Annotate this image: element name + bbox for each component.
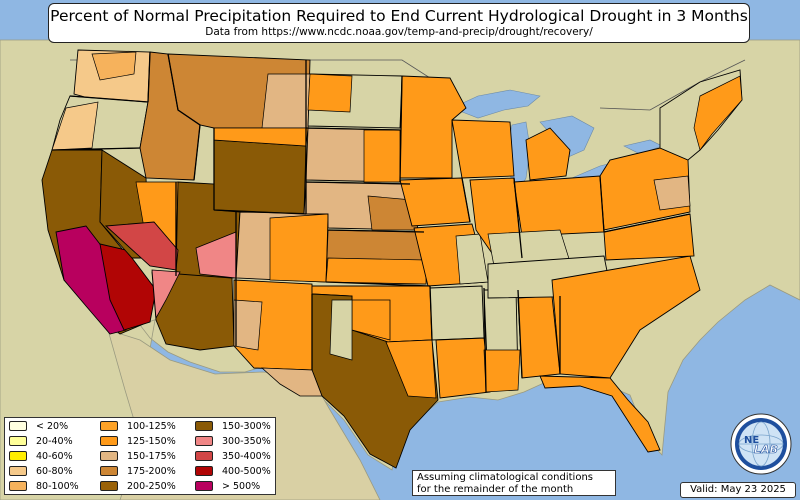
region-texas-east	[385, 339, 437, 399]
region-wisconsin	[451, 119, 515, 179]
region-arizona-west	[151, 269, 181, 320]
legend-item: 60-80%	[9, 465, 73, 478]
legend-label: 400-500%	[222, 466, 271, 477]
title-box: Percent of Normal Precipitation Required…	[48, 3, 750, 43]
assumption-note: Assuming climatological conditions for t…	[412, 470, 616, 496]
region-kansas-south	[325, 257, 427, 285]
logo-text-ne: NE	[744, 435, 759, 446]
legend-item: 175-200%	[100, 465, 176, 478]
region-utah-south	[104, 221, 179, 271]
region-louisiana	[435, 337, 491, 399]
legend-label: 150-300%	[222, 421, 271, 432]
legend-swatch	[195, 420, 213, 431]
legend-swatch	[100, 420, 118, 431]
region-new-mexico-west	[233, 299, 263, 351]
legend-swatch	[100, 480, 118, 491]
legend-swatch	[100, 465, 118, 476]
legend-label: 20-40%	[36, 436, 73, 447]
logo-text-lab: LAB	[754, 443, 778, 456]
region-mississippi-south	[483, 349, 521, 393]
region-michigan	[525, 127, 571, 181]
assumption-note-line1: Assuming climatological conditions	[417, 472, 593, 483]
legend-label: 60-80%	[36, 466, 73, 477]
legend-swatch	[9, 420, 27, 431]
region-texas-central	[329, 299, 353, 361]
legend-swatch	[9, 465, 27, 476]
region-alabama	[517, 295, 561, 379]
legend-label: 80-100%	[36, 481, 79, 492]
region-new-england-coast	[693, 75, 743, 151]
legend-swatch	[9, 435, 27, 446]
legend-item: 400-500%	[195, 465, 271, 478]
region-texas-west	[260, 367, 323, 397]
legend-item: 350-400%	[195, 450, 271, 463]
map-subtitle: Data from https://www.ncdc.noaa.gov/temp…	[205, 26, 593, 38]
assumption-note-line2: for the remainder of the month	[417, 483, 574, 495]
map-title: Percent of Normal Precipitation Required…	[50, 7, 748, 25]
legend-item: 80-100%	[9, 480, 79, 493]
region-indiana-ohio	[513, 175, 605, 237]
state-boundaries	[51, 51, 691, 393]
legend-item: 40-60%	[9, 450, 73, 463]
legend-swatch	[195, 480, 213, 491]
legend-item: 20-40%	[9, 435, 73, 448]
legend: < 20% 20-40% 40-60% 60-80% 80-100% 100-125% 12…	[4, 417, 276, 495]
region-colorado-east	[269, 213, 329, 283]
region-north-dakota-west	[307, 73, 353, 113]
region-oregon-west	[51, 101, 99, 151]
region-washington-east	[91, 51, 137, 81]
legend-item: > 500%	[195, 480, 261, 493]
legend-label: 100-125%	[127, 421, 176, 432]
legend-item: 150-300%	[195, 420, 271, 433]
legend-item: 100-125%	[100, 420, 176, 433]
legend-label: 40-60%	[36, 451, 73, 462]
legend-swatch	[100, 450, 118, 461]
legend-item: < 20%	[9, 420, 69, 433]
region-iowa	[399, 177, 471, 227]
legend-item: 300-350%	[195, 435, 271, 448]
valid-date: Valid: May 23 2025	[680, 482, 796, 498]
legend-item: 125-150%	[100, 435, 176, 448]
region-arizona	[151, 271, 235, 351]
legend-label: 175-200%	[127, 466, 176, 477]
region-california-south	[55, 225, 127, 335]
legend-label: < 20%	[36, 421, 69, 432]
legend-swatch	[9, 480, 27, 491]
region-montana-east	[261, 73, 311, 129]
legend-label: 350-400%	[222, 451, 271, 462]
region-arkansas	[429, 285, 485, 341]
legend-item: 200-250%	[100, 480, 176, 493]
legend-swatch	[195, 435, 213, 446]
legend-swatch	[195, 450, 213, 461]
lake-superior	[451, 89, 541, 119]
legend-item: 150-175%	[100, 450, 176, 463]
region-pa-east	[653, 175, 691, 211]
legend-swatch	[195, 465, 213, 476]
region-south-dakota-east	[363, 129, 401, 183]
legend-label: > 500%	[222, 481, 261, 492]
region-wyoming	[213, 139, 307, 215]
legend-label: 300-350%	[222, 436, 271, 447]
nexlab-globe-logo: NE LAB	[730, 413, 792, 475]
legend-label: 125-150%	[127, 436, 176, 447]
legend-swatch	[9, 450, 27, 461]
region-florida	[539, 375, 661, 453]
legend-label: 150-175%	[127, 451, 176, 462]
legend-swatch	[100, 435, 118, 446]
legend-label: 200-250%	[127, 481, 176, 492]
